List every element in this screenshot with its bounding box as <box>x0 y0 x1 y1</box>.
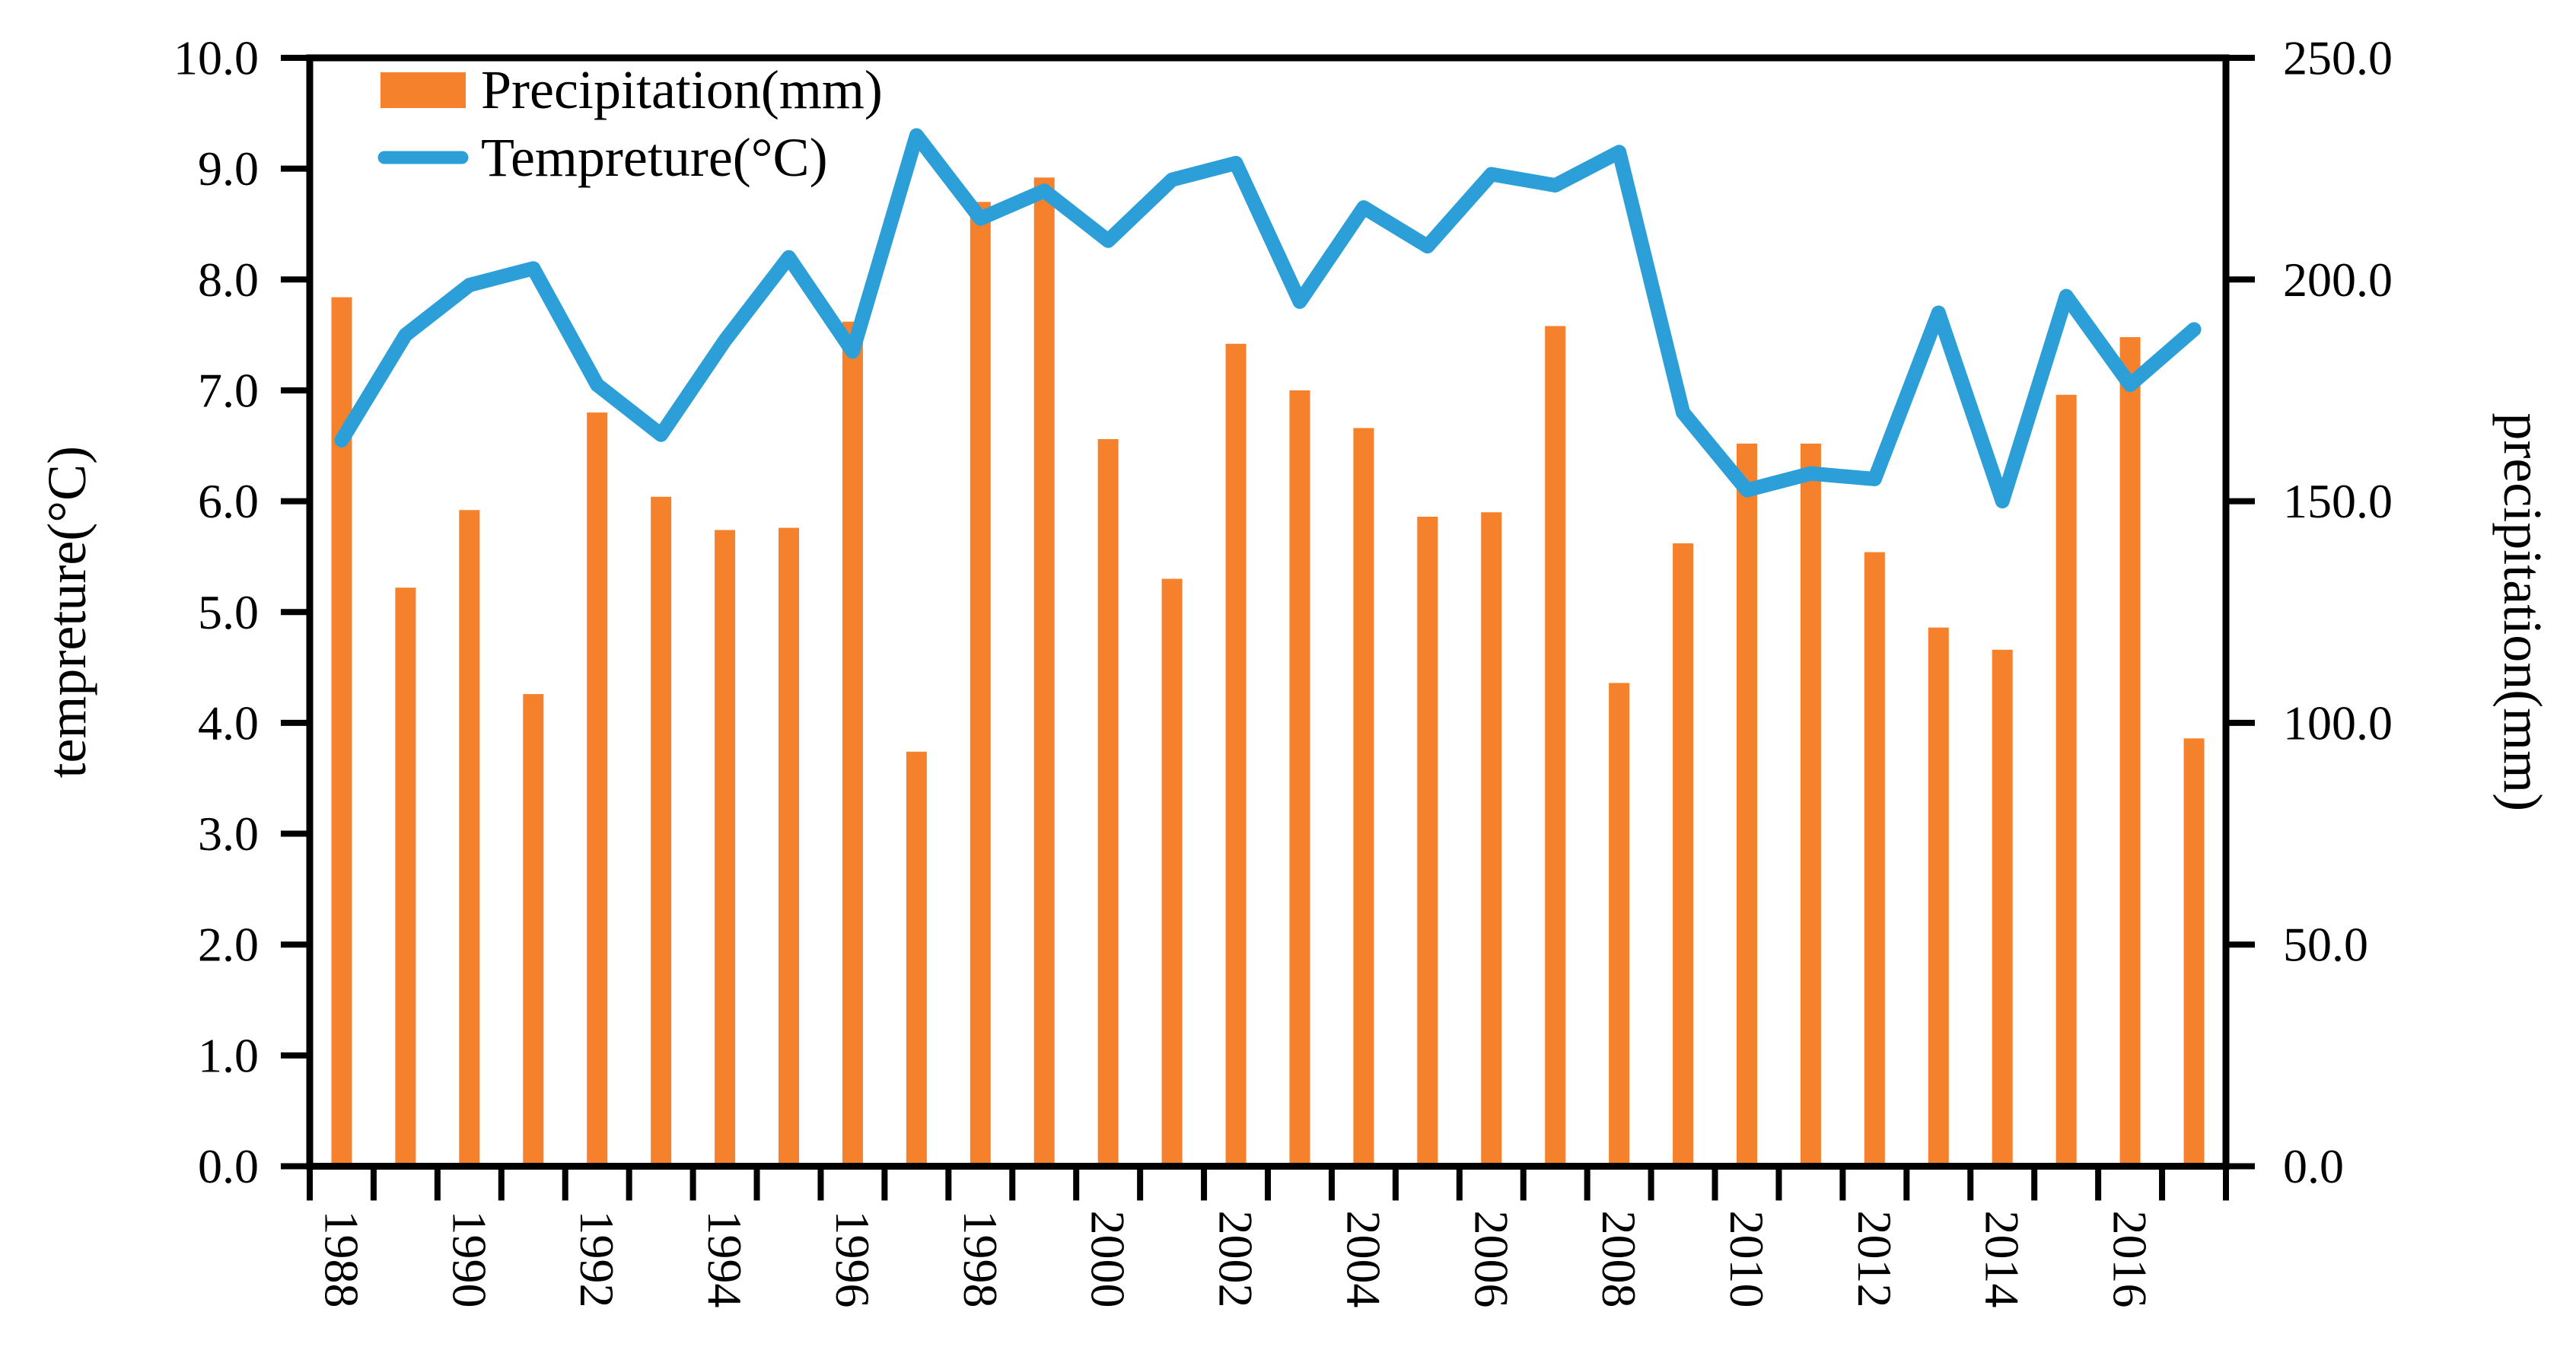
left-axis-tick-label: 5.0 <box>198 585 259 639</box>
bar-1999 <box>1033 177 1055 1167</box>
x-axis-tick-label: 1994 <box>698 1211 752 1308</box>
bar-1993 <box>651 496 672 1167</box>
right-axis-tick-label: 150.0 <box>2283 474 2393 528</box>
x-axis-tick-label: 2014 <box>1976 1211 2030 1308</box>
x-axis-tick-label: 2008 <box>1592 1211 1646 1308</box>
temperature-line <box>334 128 2202 509</box>
bar-2007 <box>1545 326 1566 1167</box>
left-axis-tick-label: 9.0 <box>198 142 259 196</box>
x-axis-tick-label: 1992 <box>570 1211 624 1308</box>
x-axis-tick-label: 2004 <box>1336 1211 1390 1308</box>
right-axis-tick-label: 200.0 <box>2283 253 2393 307</box>
bar-2001 <box>1161 578 1183 1167</box>
right-axis-tick-label: 100.0 <box>2283 696 2393 750</box>
bar-2003 <box>1289 390 1310 1167</box>
bar-2014 <box>1992 649 2013 1167</box>
right-axis-title: precipitation(mm) <box>2492 412 2553 811</box>
bar-2000 <box>1097 439 1119 1167</box>
bar-2002 <box>1225 343 1247 1167</box>
x-axis-tick-label: 2006 <box>1464 1211 1518 1308</box>
bar-2008 <box>1609 683 1630 1167</box>
left-axis-tick-label: 6.0 <box>198 474 259 528</box>
left-axis-tick-label: 7.0 <box>198 363 259 417</box>
x-axis-tick-label: 2000 <box>1081 1211 1135 1308</box>
bar-2016 <box>2119 337 2141 1167</box>
left-axis-tick-label: 3.0 <box>198 807 259 861</box>
left-axis-tick-label: 2.0 <box>198 918 259 972</box>
left-axis-tick-label: 0.0 <box>198 1139 259 1193</box>
x-axis-tick-label: 2012 <box>1848 1211 1902 1308</box>
bar-2009 <box>1673 543 1694 1167</box>
bar-1991 <box>523 694 544 1167</box>
x-axis-tick-label: 2002 <box>1209 1211 1263 1308</box>
x-axis-tick-label: 1996 <box>826 1211 880 1308</box>
bar-2005 <box>1417 516 1438 1167</box>
bar-2006 <box>1481 512 1502 1167</box>
bar-1996 <box>842 321 863 1167</box>
bar-2013 <box>1928 627 1949 1167</box>
x-axis-tick-label: 1990 <box>442 1211 496 1308</box>
bar-1997 <box>906 751 927 1167</box>
bar-2004 <box>1353 428 1374 1167</box>
left-axis-tick-label: 10.0 <box>174 31 259 85</box>
legend-precipitation-label: Precipitation(mm) <box>481 59 883 120</box>
bar-2012 <box>1864 552 1885 1167</box>
x-axis-tick-label: 1988 <box>314 1211 368 1308</box>
x-axis-tick-label: 2016 <box>2103 1211 2157 1308</box>
left-axis-title: tempreture(°C) <box>37 446 97 779</box>
x-axis-tick-label: 2010 <box>1720 1211 1774 1308</box>
legend-precipitation-swatch <box>381 72 466 108</box>
bar-1995 <box>779 527 799 1167</box>
bar-1989 <box>395 587 416 1167</box>
right-axis-tick-label: 250.0 <box>2283 31 2393 85</box>
left-axis-tick-label: 1.0 <box>198 1028 259 1082</box>
bar-2010 <box>1737 443 1757 1167</box>
bar-2015 <box>2055 394 2077 1167</box>
right-axis-tick-label: 50.0 <box>2283 918 2368 972</box>
bar-2011 <box>1800 443 1821 1167</box>
bar-2017 <box>2183 738 2205 1167</box>
bar-1994 <box>715 530 736 1167</box>
bar-1992 <box>587 412 608 1167</box>
bar-1998 <box>970 202 991 1167</box>
right-axis-tick-label: 0.0 <box>2283 1139 2344 1193</box>
left-axis-tick-label: 4.0 <box>198 696 259 750</box>
legend-temperature-label: Tempreture(°C) <box>481 127 828 188</box>
left-axis-tick-label: 8.0 <box>198 253 259 307</box>
x-axis-tick-label: 1998 <box>954 1211 1008 1308</box>
bar-1990 <box>459 510 480 1167</box>
